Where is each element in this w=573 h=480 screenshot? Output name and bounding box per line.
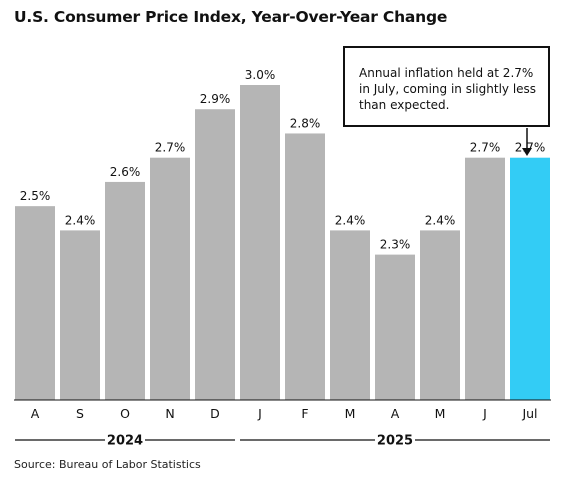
tick-label-8: A [391, 406, 400, 421]
data-label-4: 2.9% [200, 92, 231, 106]
tick-label-5: J [257, 406, 262, 421]
bar-6 [285, 133, 325, 400]
bar-7 [330, 230, 370, 400]
year-label-1: 2025 [377, 434, 413, 449]
bar-11 [510, 157, 550, 400]
bar-2 [105, 181, 145, 400]
chart-title: U.S. Consumer Price Index, Year-Over-Yea… [14, 8, 448, 26]
tick-labels-layer: A S O N D J F M A M J Jul [31, 406, 538, 421]
tick-label-4: D [210, 406, 220, 421]
tick-label-3: N [165, 406, 174, 421]
data-label-7: 2.4% [335, 213, 366, 227]
labels-layer: 2.5% 2.4% 2.6% 2.7% 2.9% 3.0% 2.8% 2.4% 2.3% 2.4%… [20, 68, 546, 252]
data-label-8: 2.3% [380, 238, 411, 252]
tick-label-1: S [76, 406, 84, 421]
data-label-1: 2.4% [65, 213, 96, 227]
year-groups-layer: 2024 2025 [15, 434, 550, 449]
tick-label-0: A [31, 406, 40, 421]
tick-label-2: O [120, 406, 130, 421]
data-label-9: 2.4% [425, 213, 456, 227]
tick-label-11: Jul [521, 406, 537, 421]
tick-label-7: M [345, 406, 356, 421]
bar-0 [15, 206, 55, 400]
annotation-arrow [522, 128, 532, 156]
data-label-6: 2.8% [290, 116, 321, 130]
bar-10 [465, 157, 505, 400]
tick-label-6: F [301, 406, 308, 421]
data-label-5: 3.0% [245, 68, 276, 82]
bar-9 [420, 230, 460, 400]
source-note: Source: Bureau of Labor Statistics [14, 458, 201, 471]
bar-3 [150, 157, 190, 400]
bars-layer [15, 85, 550, 400]
data-label-2: 2.6% [110, 165, 141, 179]
tick-label-9: M [435, 406, 446, 421]
bar-4 [195, 109, 235, 400]
bar-5 [240, 85, 280, 400]
data-label-10: 2.7% [470, 141, 501, 155]
annotation-box: Annual inflation held at 2.7% in July, c… [343, 46, 550, 127]
bar-1 [60, 230, 100, 400]
data-label-11: 2.7% [515, 141, 546, 155]
year-label-0: 2024 [107, 434, 143, 449]
data-label-0: 2.5% [20, 189, 51, 203]
bar-8 [375, 254, 415, 400]
tick-label-10: J [482, 406, 487, 421]
data-label-3: 2.7% [155, 141, 186, 155]
